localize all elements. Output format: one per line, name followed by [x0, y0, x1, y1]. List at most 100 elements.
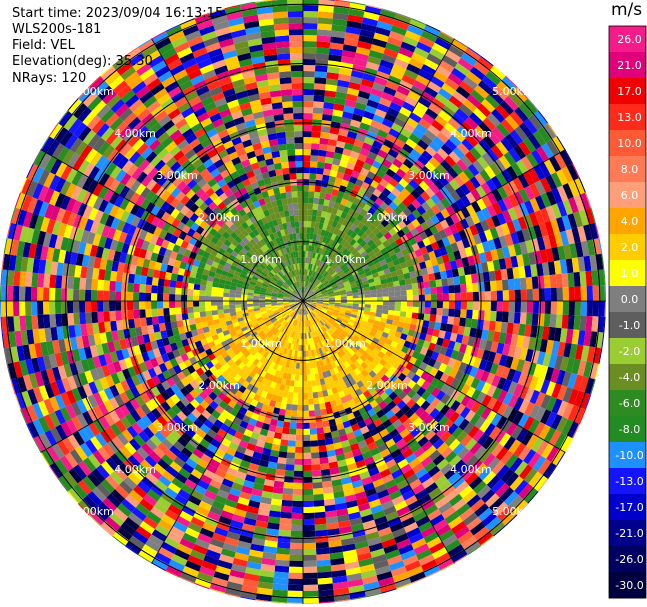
velocity-cell: [400, 301, 408, 307]
velocity-cell: [353, 234, 361, 242]
velocity-cell: [511, 425, 523, 440]
velocity-cell: [370, 301, 378, 305]
velocity-cell: [402, 158, 414, 169]
velocity-cell: [509, 476, 524, 491]
velocity-cell: [460, 467, 475, 481]
velocity-cell: [394, 533, 409, 544]
velocity-cell: [362, 280, 369, 285]
velocity-cell: [133, 309, 140, 319]
velocity-cell: [519, 277, 527, 290]
velocity-cell: [303, 281, 306, 288]
velocity-cell: [323, 249, 329, 257]
velocity-cell: [319, 327, 324, 334]
velocity-cell: [469, 66, 486, 81]
velocity-cell: [363, 136, 375, 146]
velocity-cell: [357, 439, 368, 449]
velocity-cell: [303, 578, 318, 585]
velocity-cell: [485, 372, 496, 385]
velocity-cell: [485, 179, 497, 192]
velocity-cell: [393, 310, 401, 317]
velocity-cell: [512, 218, 522, 232]
velocity-cell: [421, 30, 438, 43]
velocity-cell: [445, 100, 460, 113]
velocity-cell: [358, 257, 366, 264]
velocity-cell: [175, 301, 182, 308]
velocity-cell: [445, 323, 454, 333]
velocity-cell: [379, 123, 392, 134]
velocity-cell: [303, 302, 307, 309]
velocity-cell: [512, 370, 522, 384]
velocity-cell: [385, 438, 396, 449]
velocity-cell: [336, 385, 343, 393]
velocity-cell: [157, 301, 164, 309]
velocity-cell: [440, 143, 453, 156]
velocity-cell: [60, 288, 68, 301]
velocity-cell: [382, 301, 390, 306]
velocity-cell: [507, 408, 519, 422]
velocity-cell: [403, 522, 419, 533]
velocity-cell: [411, 312, 419, 320]
velocity-cell: [193, 301, 200, 307]
velocity-cell: [284, 409, 292, 417]
velocity-cell: [402, 143, 414, 154]
velocity-cell: [320, 319, 326, 325]
velocity-cell: [481, 261, 489, 273]
velocity-cell: [304, 302, 309, 307]
velocity-cell: [316, 329, 321, 336]
velocity-cell: [372, 478, 385, 488]
velocity-cell: [382, 239, 391, 248]
velocity-cell: [460, 52, 477, 67]
velocity-cell: [563, 244, 572, 260]
velocity-cell: [521, 228, 531, 242]
velocity-cell: [402, 433, 414, 444]
velocity-cell: [366, 99, 379, 109]
velocity-cell: [294, 380, 299, 387]
velocity-cell: [54, 301, 62, 314]
velocity-cell: [425, 218, 435, 228]
velocity-cell: [389, 489, 402, 501]
velocity-cell: [338, 377, 345, 385]
velocity-cell: [348, 417, 358, 427]
velocity-cell: [343, 226, 350, 234]
velocity-cell: [85, 278, 93, 290]
velocity-cell: [471, 389, 482, 401]
velocity-cell: [205, 310, 213, 317]
velocity-cell: [557, 245, 566, 261]
velocity-cell: [523, 98, 538, 115]
velocity-cell: [456, 463, 470, 477]
velocity-cell: [322, 296, 329, 299]
velocity-cell: [380, 317, 388, 324]
velocity-cell: [318, 143, 328, 151]
velocity-cell: [383, 362, 392, 371]
velocity-cell: [441, 254, 450, 264]
velocity-cell: [193, 306, 200, 313]
velocity-cell: [348, 8, 365, 18]
velocity-cell: [436, 293, 443, 301]
velocity-cell: [484, 250, 493, 262]
velocity-cell: [145, 316, 153, 326]
velocity-cell: [320, 333, 325, 341]
velocity-cell: [433, 360, 442, 370]
velocity-cell: [406, 473, 419, 485]
velocity-cell: [435, 390, 446, 401]
velocity-cell: [346, 303, 353, 307]
velocity-cell: [310, 434, 318, 441]
velocity-cell: [518, 266, 526, 279]
velocity-cell: [275, 468, 286, 476]
velocity-cell: [307, 282, 311, 288]
velocity-cell: [320, 288, 327, 292]
velocity-cell: [43, 314, 51, 329]
velocity-cell: [376, 370, 385, 379]
velocity-cell: [317, 155, 326, 163]
velocity-cell: [290, 536, 303, 544]
velocity-cell: [523, 449, 537, 465]
velocity-cell: [395, 251, 404, 259]
velocity-cell: [537, 458, 552, 475]
velocity-cell: [508, 91, 523, 107]
velocity-cell: [116, 320, 124, 331]
velocity-cell: [393, 377, 403, 387]
velocity-cell: [323, 199, 330, 207]
velocity-cell: [318, 334, 323, 342]
velocity-cell: [358, 326, 366, 332]
velocity-cell: [309, 251, 314, 258]
